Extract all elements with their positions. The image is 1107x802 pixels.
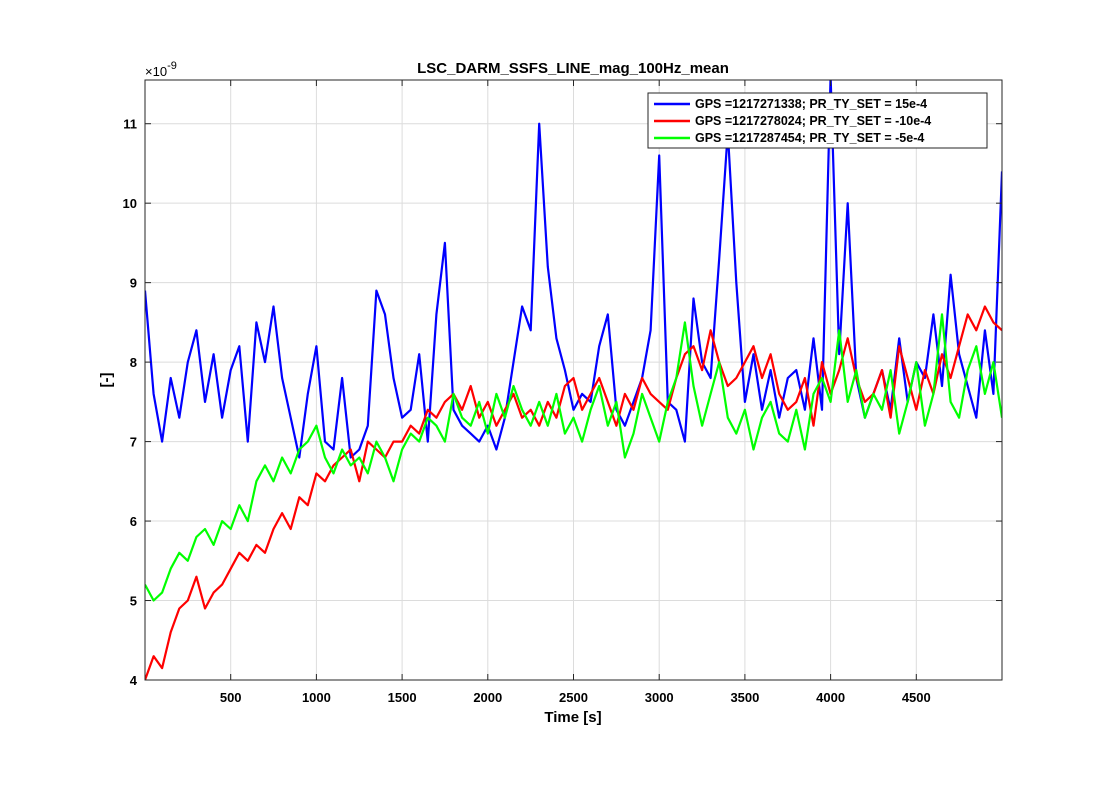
- y-tick-label: 10: [123, 196, 137, 211]
- y-tick-label: 5: [130, 594, 137, 609]
- legend-box: [647, 92, 988, 149]
- x-axis-ticks: 500 1000 1500 2000 2500 3000 3500 4000 4500: [220, 80, 931, 705]
- x-tick-label: 2000: [473, 690, 502, 705]
- y-axis-ticks: 4 5 6 7 8 9 10 11: [123, 117, 1002, 688]
- y-tick-label: 9: [130, 276, 137, 291]
- series-line-3: [145, 313, 1002, 602]
- y-tick-label: 8: [130, 355, 137, 370]
- y-tick-label: 7: [130, 435, 137, 450]
- x-tick-label: 500: [220, 690, 242, 705]
- x-axis-label: Time [s]: [544, 709, 601, 726]
- y-axis-label: [-]: [98, 373, 115, 388]
- x-tick-label: 4500: [902, 690, 931, 705]
- x-tick-label: 3500: [730, 690, 759, 705]
- x-tick-label: 4000: [816, 690, 845, 705]
- legend-label-2: GPS =1217278024; PR_TY_SET = -10e-4: [695, 114, 931, 128]
- chart-title: LSC_DARM_SSFS_LINE_mag_100Hz_mean: [417, 60, 729, 77]
- series-layer: [145, 80, 1002, 680]
- y-exponent-base: ×10: [145, 64, 167, 79]
- y-exponent-label: ×10-9: [145, 60, 177, 79]
- x-tick-label: 1000: [302, 690, 331, 705]
- legend-label-3: GPS =1217287454; PR_TY_SET = -5e-4: [695, 131, 924, 145]
- legend-label-1: GPS =1217271338; PR_TY_SET = 15e-4: [695, 97, 927, 111]
- y-exponent-power: -9: [167, 60, 177, 72]
- x-tick-label: 1500: [388, 690, 417, 705]
- y-tick-label: 4: [130, 673, 138, 688]
- y-tick-label: 11: [123, 117, 137, 132]
- x-tick-label: 3000: [645, 690, 674, 705]
- legend: GPS =1217271338; PR_TY_SET = 15e-4 GPS =1…: [647, 92, 988, 149]
- y-tick-label: 6: [130, 514, 137, 529]
- x-tick-label: 2500: [559, 690, 588, 705]
